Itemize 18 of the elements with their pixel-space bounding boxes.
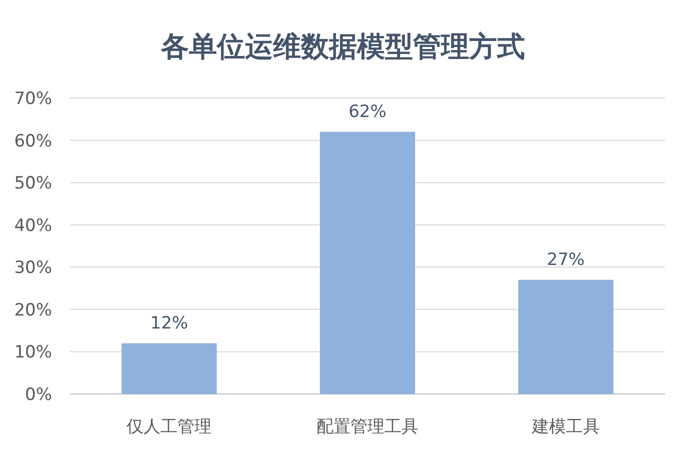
y-tick-label: 20%	[14, 300, 52, 320]
chart-title: 各单位运维数据模型管理方式	[160, 30, 525, 63]
y-tick-label: 30%	[14, 258, 52, 278]
y-tick-label: 0%	[25, 385, 52, 405]
x-tick-label: 建模工具	[530, 417, 600, 437]
bar	[518, 280, 614, 394]
data-label: 62%	[348, 102, 386, 122]
data-label: 27%	[546, 250, 585, 270]
y-tick-label: 40%	[14, 216, 52, 236]
y-tick-label: 10%	[14, 342, 52, 363]
y-tick-label: 60%	[14, 131, 52, 152]
bar	[320, 132, 416, 394]
bar	[122, 343, 217, 394]
data-label: 12%	[150, 313, 188, 334]
x-tick-label: 配置管理工具	[316, 417, 418, 437]
x-tick-label: 仅人工管理	[126, 417, 212, 437]
y-tick-label: 70%	[14, 89, 52, 109]
y-tick-label: 50%	[14, 174, 52, 194]
